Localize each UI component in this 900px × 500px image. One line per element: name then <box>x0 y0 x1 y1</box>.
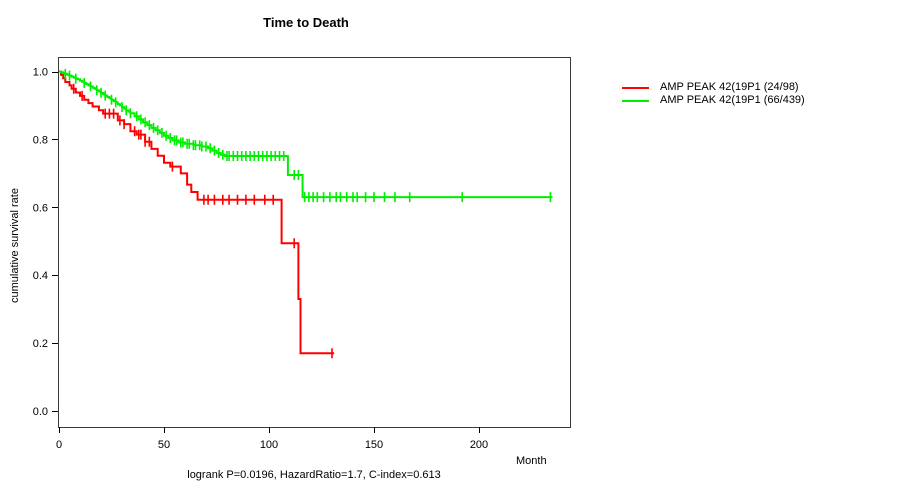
x-tick-label: 150 <box>365 439 383 451</box>
y-tick-label: 0.6 <box>33 202 48 214</box>
legend-label-green: AMP PEAK 42(19P1 (66/439) <box>660 94 805 106</box>
y-tick-label: 0.0 <box>33 406 48 418</box>
y-tick-label: 0.4 <box>33 270 48 282</box>
y-axis: 0.0 0.2 0.4 0.6 0.8 1.0 <box>33 67 58 418</box>
red-line-swatch <box>622 86 649 89</box>
x-tick-label: 50 <box>158 439 170 451</box>
legend-label-red: AMP PEAK 42(19P1 (24/98) <box>660 81 799 93</box>
stats-annotation: logrank P=0.0196, HazardRatio=1.7, C-ind… <box>187 469 441 481</box>
x-axis-title: Month <box>516 455 547 467</box>
y-tick-label: 0.2 <box>33 338 48 350</box>
x-tick-label: 0 <box>56 439 62 451</box>
chart-title: Time to Death <box>263 15 349 30</box>
survival-curve-red <box>59 70 335 355</box>
legend-item-green: AMP PEAK 42(19P1 (66/439) <box>622 94 805 107</box>
plot-border <box>58 57 571 428</box>
y-tick-label: 0.8 <box>33 134 48 146</box>
y-tick-label: 1.0 <box>33 67 48 79</box>
censor-ticks-green <box>64 68 552 203</box>
survival-curve-green <box>59 70 553 199</box>
legend-item-red: AMP PEAK 42(19P1 (24/98) <box>622 81 805 94</box>
x-tick-label: 100 <box>260 439 278 451</box>
green-line-swatch <box>622 99 649 102</box>
legend: AMP PEAK 42(19P1 (24/98) AMP PEAK 42(19P… <box>622 81 805 107</box>
censor-ticks-red <box>72 83 333 359</box>
x-axis: 0 50 100 150 200 <box>56 427 488 451</box>
x-tick-label: 200 <box>470 439 488 451</box>
